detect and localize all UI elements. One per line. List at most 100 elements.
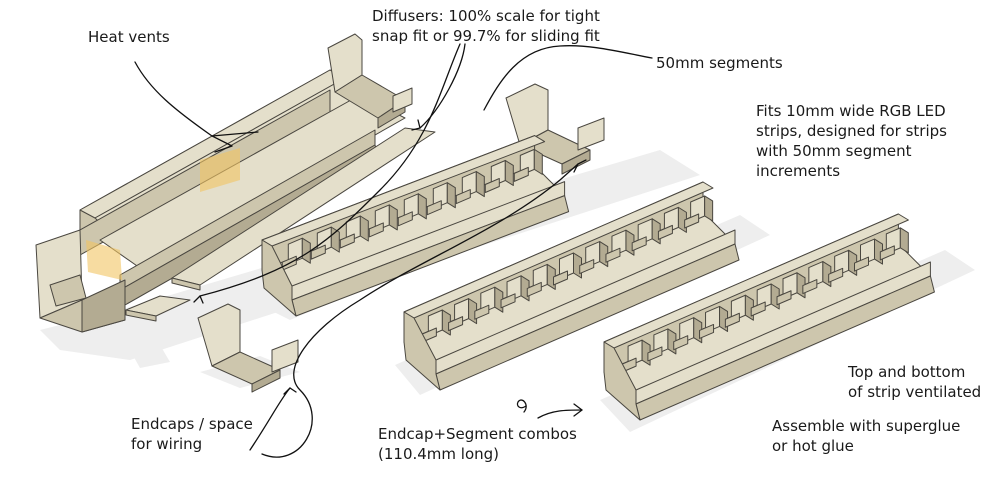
arrowhead <box>411 119 421 131</box>
led-clip-step <box>500 293 516 309</box>
endcap-wall <box>505 83 549 146</box>
led-clip-step <box>657 224 673 240</box>
led-clip-step <box>553 270 568 286</box>
led-clip-step <box>724 312 740 328</box>
diffusers-arrow <box>199 43 461 297</box>
label-fits-line-4: increments <box>756 162 841 180</box>
endcap-top <box>327 33 413 129</box>
label-diffusers-line-2: snap fit or 99.7% for sliding fit <box>372 27 600 45</box>
endcap-edge <box>251 369 281 393</box>
led-clip-step <box>513 166 529 182</box>
end-face <box>403 311 441 391</box>
label-ventilated: Top and bottom of strip ventilated <box>848 362 981 402</box>
led-clip-step <box>484 177 500 193</box>
arrowhead <box>573 403 583 417</box>
led-clip-step <box>579 259 595 275</box>
led-clip-step <box>526 281 542 297</box>
led-clip-step <box>605 247 621 263</box>
led-clip-side <box>330 226 340 253</box>
combo-segment-2 <box>603 213 935 421</box>
led-clip-step <box>631 236 647 252</box>
arrowhead <box>283 387 297 395</box>
label-diffusers-line-1: Diffusers: 100% scale for tight <box>372 7 600 25</box>
label-fits-strips: Fits 10mm wide RGB LED strips, designed … <box>756 101 947 181</box>
led-clip-step <box>684 213 700 229</box>
endcap-tab <box>271 339 299 373</box>
endcap-opening <box>49 274 87 307</box>
led-clip-step <box>853 256 869 272</box>
arrowhead <box>193 295 204 304</box>
diffuser-strip-edge <box>171 277 201 291</box>
segments-arrow <box>483 45 653 111</box>
label-endcaps-line-2: for wiring <box>131 435 203 453</box>
led-clip-step <box>879 245 895 261</box>
led-clip-step <box>750 301 766 317</box>
led-clip-step <box>339 233 355 249</box>
endcaps-arrow-2 <box>249 387 291 451</box>
endcap-bottom-left <box>197 303 299 393</box>
led-clip-side <box>417 193 427 220</box>
led-clip-step <box>802 279 818 295</box>
label-fits-line-2: strips, designed for strips <box>756 122 947 140</box>
endcap-tab <box>577 117 605 151</box>
led-clip-side <box>359 215 369 242</box>
endcaps-arrow <box>261 163 579 458</box>
end-face <box>603 341 641 421</box>
label-assemble-line-1: Assemble with superglue <box>772 417 961 435</box>
led-clip-step <box>448 316 464 332</box>
label-combos-line-2: (110.4mm long) <box>378 445 500 463</box>
label-combos-line-1: Endcap+Segment combos <box>378 425 577 443</box>
label-combos: Endcap+Segment combos (110.4mm long) <box>378 424 577 464</box>
led-clip-step <box>776 290 792 306</box>
endcap-wall <box>327 33 363 93</box>
endcap-edge <box>561 149 591 175</box>
led-clip-side <box>446 182 456 209</box>
diffuser-lower <box>99 94 406 269</box>
led-clip-step <box>426 200 442 216</box>
led-clip-step <box>474 304 490 320</box>
led-clip-step <box>699 323 715 339</box>
combos-arrow <box>516 399 527 413</box>
label-diffusers: Diffusers: 100% scale for tight snap fit… <box>372 6 600 46</box>
led-clip-side <box>704 195 714 222</box>
label-heat-vents: Heat vents <box>88 27 170 47</box>
assembled-housing <box>35 69 436 333</box>
parts <box>35 33 935 421</box>
diffusers-arrow-2 <box>419 43 466 129</box>
led-clip-step <box>397 211 413 227</box>
led-clip-side <box>301 237 311 264</box>
label-assemble: Assemble with superglue or hot glue <box>772 416 960 456</box>
label-endcaps: Endcaps / space for wiring <box>131 414 253 454</box>
heat-vents-arrow <box>211 131 259 137</box>
led-clip-step <box>455 189 471 205</box>
endcap-side <box>81 279 126 333</box>
hand-drawn-arrows <box>134 43 653 458</box>
led-clip-side <box>475 171 485 198</box>
led-clip-step <box>828 267 844 283</box>
highlight-face <box>86 240 122 280</box>
endcap-tab <box>392 87 413 113</box>
label-assemble-line-2: or hot glue <box>772 437 854 455</box>
label-50mm-segments: 50mm segments <box>656 53 783 73</box>
led-clip-side <box>899 227 909 254</box>
ground-shadow <box>130 345 170 368</box>
arrowhead <box>573 159 587 173</box>
endcap-wall <box>197 303 241 367</box>
led-clip-step <box>310 244 326 260</box>
combos-arrow-2 <box>537 409 583 419</box>
segment-50mm <box>261 135 570 317</box>
label-ventilated-line-2: of strip ventilated <box>848 383 982 401</box>
led-clip-step <box>647 346 663 362</box>
led-clip-side <box>533 148 543 175</box>
led-clip-side <box>504 159 514 186</box>
heat-vents-arrow <box>214 145 233 153</box>
heat-vents-arrow <box>134 61 233 147</box>
diffuser-piece-edge <box>125 309 157 322</box>
label-fits-line-3: with 50mm segment <box>756 142 912 160</box>
led-clip-step <box>368 222 384 238</box>
led-clip-step <box>673 335 689 351</box>
label-fits-line-1: Fits 10mm wide RGB LED <box>756 102 946 120</box>
end-face <box>261 239 297 317</box>
